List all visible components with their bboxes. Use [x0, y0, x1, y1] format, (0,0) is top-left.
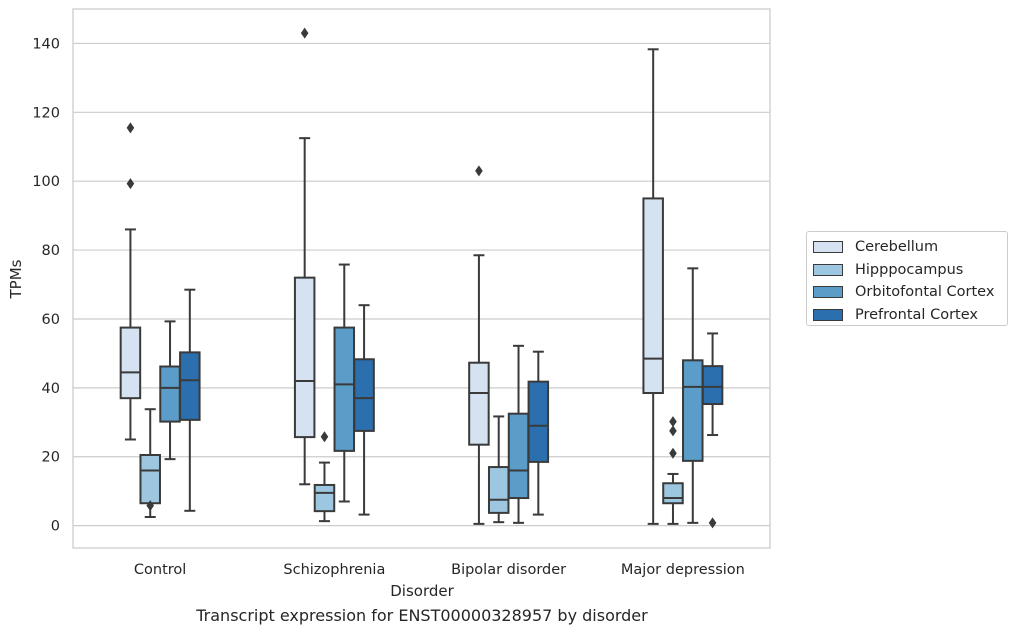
outlier-point: [320, 431, 329, 443]
outlier-point: [475, 165, 483, 177]
y-tick-label: 20: [42, 450, 60, 466]
y-tick-label: 100: [32, 174, 60, 190]
box-body: [662, 482, 684, 505]
legend-swatch: [813, 309, 843, 322]
box-body: [682, 359, 704, 462]
x-tick-label: Bipolar disorder: [451, 562, 566, 578]
x-tick-label: Control: [134, 562, 186, 578]
x-axis-label: Disorder: [390, 582, 454, 600]
box-body: [507, 412, 530, 500]
box-orbitofontal-cortex: [333, 263, 356, 503]
outlier-point: [708, 517, 717, 529]
box-hipppocampus: [487, 415, 510, 524]
legend-label: Hipppocampus: [855, 261, 964, 278]
x-tick-label: Major depression: [621, 562, 745, 578]
outlier-point: [146, 500, 155, 512]
y-axis-label: TPMs: [7, 259, 25, 299]
gridlines: [73, 42, 770, 527]
legend-label: Cerebellum: [855, 239, 939, 256]
box-cerebellum: [293, 27, 316, 486]
box-hipppocampus: [662, 416, 684, 525]
box-prefrontal-cortex: [353, 304, 375, 516]
box-body: [139, 454, 161, 505]
box-body: [313, 483, 336, 513]
box-cerebellum: [642, 48, 664, 525]
box-hipppocampus: [313, 431, 336, 523]
legend-swatch: [813, 286, 843, 299]
boxes: [119, 27, 724, 529]
legend-swatch: [813, 241, 843, 254]
legend: Cerebellum Hipppocampus Orbitofontal Corte…: [806, 231, 1008, 326]
box-body: [487, 466, 510, 514]
box-prefrontal-cortex: [527, 350, 550, 516]
box-body: [468, 361, 490, 446]
figure-caption: Transcript expression for ENST0000032895…: [196, 606, 648, 625]
y-tick-label: 40: [42, 381, 60, 397]
outlier-point: [126, 178, 135, 190]
y-tick-label: 60: [42, 312, 60, 328]
y-tick-label: 80: [42, 243, 60, 259]
box-body: [527, 380, 550, 463]
box-orbitofontal-cortex: [507, 344, 530, 524]
box-body: [642, 197, 664, 395]
y-tick-label: 120: [32, 105, 60, 121]
legend-item: Prefrontal Cortex: [813, 304, 1007, 327]
legend-swatch: [813, 263, 843, 276]
x-axis-ticks: Control Schizophrenia Bipolar disorder Majo…: [134, 562, 745, 578]
box-orbitofontal-cortex: [159, 320, 181, 461]
y-tick-label: 0: [51, 519, 60, 535]
box-body: [159, 365, 181, 423]
box-body: [179, 351, 201, 421]
outlier-point: [300, 27, 309, 39]
y-tick-label: 140: [32, 36, 60, 52]
box-prefrontal-cortex: [179, 288, 201, 512]
box-orbitofontal-cortex: [682, 267, 704, 524]
box-prefrontal-cortex: [701, 332, 724, 529]
y-axis-ticks: 0 20 40 60 80 100 120 140: [32, 36, 60, 534]
x-tick-label: Schizophrenia: [283, 562, 385, 578]
box-body: [333, 326, 356, 452]
legend-item: Orbitofontal Cortex: [813, 281, 1007, 304]
box-body: [701, 365, 724, 406]
outlier-point: [669, 447, 677, 459]
plot-area-frame: [72, 8, 771, 549]
box-body: [293, 276, 316, 439]
box-cerebellum: [119, 122, 142, 441]
outlier-point: [669, 425, 677, 437]
legend-label: Prefrontal Cortex: [855, 307, 978, 324]
legend-item: Cerebellum: [813, 236, 1007, 259]
legend-label: Orbitofontal Cortex: [855, 284, 995, 301]
outlier-point: [126, 122, 135, 134]
box-body: [119, 326, 142, 400]
outlier-point: [669, 416, 677, 428]
box-hipppocampus: [139, 408, 161, 519]
box-cerebellum: [468, 165, 490, 525]
box-body: [353, 358, 375, 432]
legend-item: Hipppocampus: [813, 259, 1007, 282]
